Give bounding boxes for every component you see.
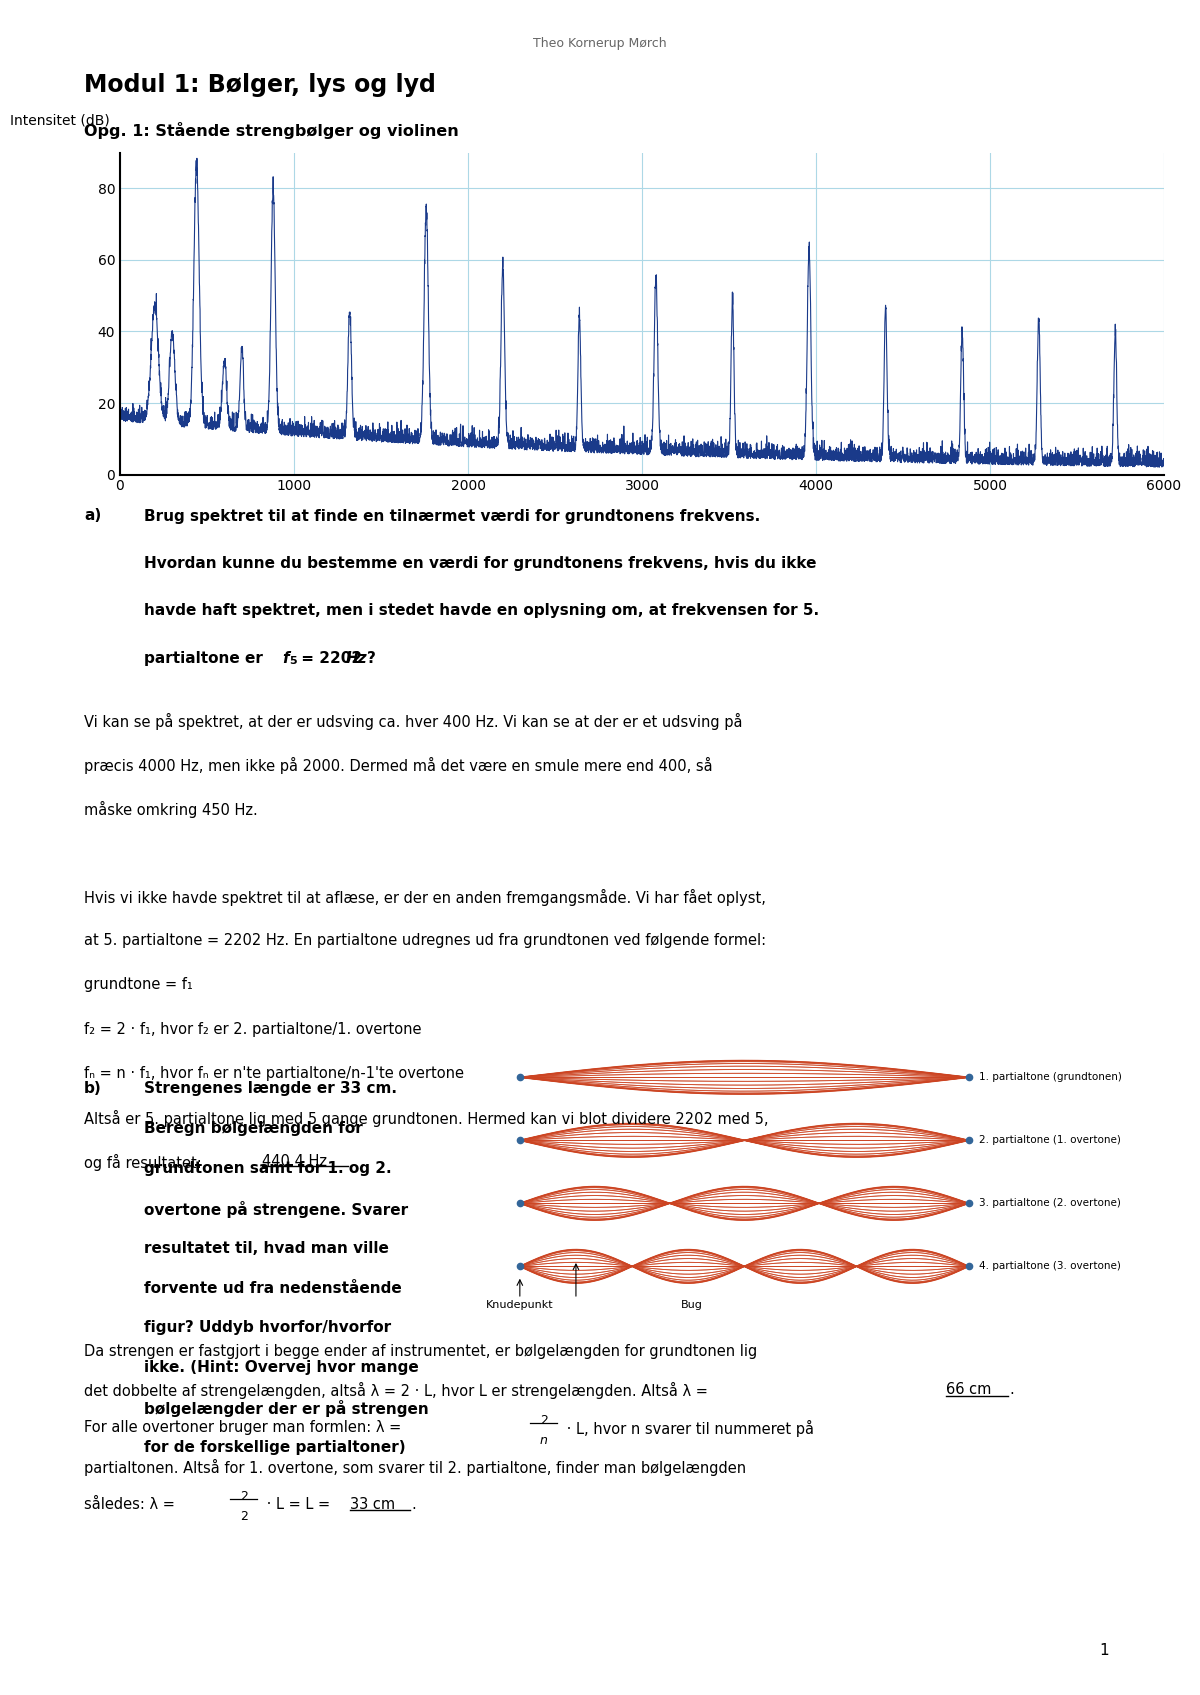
Text: Bug: Bug — [682, 1300, 703, 1310]
Text: f: f — [282, 651, 289, 666]
Text: grundtonen samt for 1. og 2.: grundtonen samt for 1. og 2. — [144, 1161, 391, 1176]
Text: præcis 4000 Hz, men ikke på 2000. Dermed må det være en smule mere end 400, så: præcis 4000 Hz, men ikke på 2000. Dermed… — [84, 756, 713, 773]
Text: for de forskellige partialtoner): for de forskellige partialtoner) — [144, 1441, 406, 1454]
Text: Strengenes længde er 33 cm.: Strengenes længde er 33 cm. — [144, 1081, 397, 1097]
Text: forvente ud fra nedenstående: forvente ud fra nedenstående — [144, 1281, 402, 1295]
Text: 2: 2 — [240, 1510, 247, 1524]
Text: Intensitet (dB): Intensitet (dB) — [11, 114, 110, 127]
Text: det dobbelte af strengelængden, altså λ = 2 · L, hvor L er strengelængden. Altså: det dobbelte af strengelængden, altså λ … — [84, 1383, 713, 1400]
Text: bølgelængder der er på strengen: bølgelængder der er på strengen — [144, 1400, 428, 1417]
Text: overtone på strengene. Svarer: overtone på strengene. Svarer — [144, 1200, 408, 1219]
Text: n: n — [540, 1434, 547, 1448]
Text: fₙ = n · f₁, hvor fₙ er n'te partialtone/n-1'te overtone: fₙ = n · f₁, hvor fₙ er n'te partialtone… — [84, 1066, 464, 1081]
Text: Hvis vi ikke havde spektret til at aflæse, er der en anden fremgangsmåde. Vi har: Hvis vi ikke havde spektret til at aflæs… — [84, 890, 766, 907]
Text: = 2202: = 2202 — [296, 651, 367, 666]
Text: Altså er 5. partialtone lig med 5 gange grundtonen. Hermed kan vi blot dividere : Altså er 5. partialtone lig med 5 gange … — [84, 1110, 768, 1127]
Text: Knudepunkt: Knudepunkt — [486, 1300, 553, 1310]
Text: .: . — [412, 1497, 416, 1512]
Text: 440.4 Hz: 440.4 Hz — [262, 1154, 326, 1170]
Text: 4. partialtone (3. overtone): 4. partialtone (3. overtone) — [979, 1261, 1121, 1271]
Text: resultatet til, hvad man ville: resultatet til, hvad man ville — [144, 1241, 389, 1256]
Text: Da strengen er fastgjort i begge ender af instrumentet, er bølgelængden for grun: Da strengen er fastgjort i begge ender a… — [84, 1344, 757, 1359]
Text: Opg. 1: Stående strengbølger og violinen: Opg. 1: Stående strengbølger og violinen — [84, 122, 458, 139]
Text: 2: 2 — [240, 1490, 247, 1503]
Text: ikke. (Hint: Overvej hvor mange: ikke. (Hint: Overvej hvor mange — [144, 1359, 419, 1375]
Text: figur? Uddyb hvorfor/hvorfor: figur? Uddyb hvorfor/hvorfor — [144, 1320, 391, 1336]
Text: a): a) — [84, 508, 101, 524]
Text: Vi kan se på spektret, at der er udsving ca. hver 400 Hz. Vi kan se at der er et: Vi kan se på spektret, at der er udsving… — [84, 712, 743, 729]
Text: ?: ? — [367, 651, 376, 666]
Text: Brug spektret til at finde en tilnærmet værdi for grundtonens frekvens.: Brug spektret til at finde en tilnærmet … — [144, 508, 761, 524]
Text: f₂ = 2 · f₁, hvor f₂ er 2. partialtone/1. overtone: f₂ = 2 · f₁, hvor f₂ er 2. partialtone/1… — [84, 1022, 421, 1037]
Text: 1: 1 — [1099, 1642, 1109, 1658]
Text: måske omkring 450 Hz.: måske omkring 450 Hz. — [84, 800, 258, 819]
Text: 33 cm: 33 cm — [350, 1497, 396, 1512]
Text: partialtone er: partialtone er — [144, 651, 268, 666]
Text: Beregn bølgelængden for: Beregn bølgelængden for — [144, 1122, 362, 1136]
Text: partialtonen. Altså for 1. overtone, som svarer til 2. partialtone, finder man b: partialtonen. Altså for 1. overtone, som… — [84, 1458, 746, 1476]
Text: Theo Kornerup Mørch: Theo Kornerup Mørch — [533, 37, 667, 51]
Text: således: λ =: således: λ = — [84, 1497, 180, 1512]
Text: Modul 1: Bølger, lys og lyd: Modul 1: Bølger, lys og lyd — [84, 73, 436, 97]
Text: 2: 2 — [540, 1414, 547, 1427]
Text: 3. partialtone (2. overtone): 3. partialtone (2. overtone) — [979, 1198, 1121, 1209]
Text: havde haft spektret, men i stedet havde en oplysning om, at frekvensen for 5.: havde haft spektret, men i stedet havde … — [144, 603, 820, 619]
Text: · L, hvor n svarer til nummeret på: · L, hvor n svarer til nummeret på — [562, 1420, 814, 1437]
Text: 5: 5 — [289, 656, 296, 666]
Text: at 5. partialtone = 2202 Hz. En partialtone udregnes ud fra grundtonen ved følge: at 5. partialtone = 2202 Hz. En partialt… — [84, 934, 766, 948]
Text: grundtone = f₁: grundtone = f₁ — [84, 978, 193, 992]
Text: og få resultatet:: og få resultatet: — [84, 1154, 206, 1171]
Text: b): b) — [84, 1081, 102, 1097]
Text: Hvordan kunne du bestemme en værdi for grundtonens frekvens, hvis du ikke: Hvordan kunne du bestemme en værdi for g… — [144, 556, 816, 571]
Text: For alle overtoner bruger man formlen: λ =: For alle overtoner bruger man formlen: λ… — [84, 1420, 406, 1436]
Text: · L = L =: · L = L = — [262, 1497, 335, 1512]
Text: 66 cm: 66 cm — [946, 1383, 991, 1397]
Text: 2. partialtone (1. overtone): 2. partialtone (1. overtone) — [979, 1136, 1121, 1146]
Text: .: . — [1009, 1383, 1014, 1397]
Text: Hz: Hz — [346, 651, 367, 666]
Text: 1. partialtone (grundtonen): 1. partialtone (grundtonen) — [979, 1073, 1122, 1083]
